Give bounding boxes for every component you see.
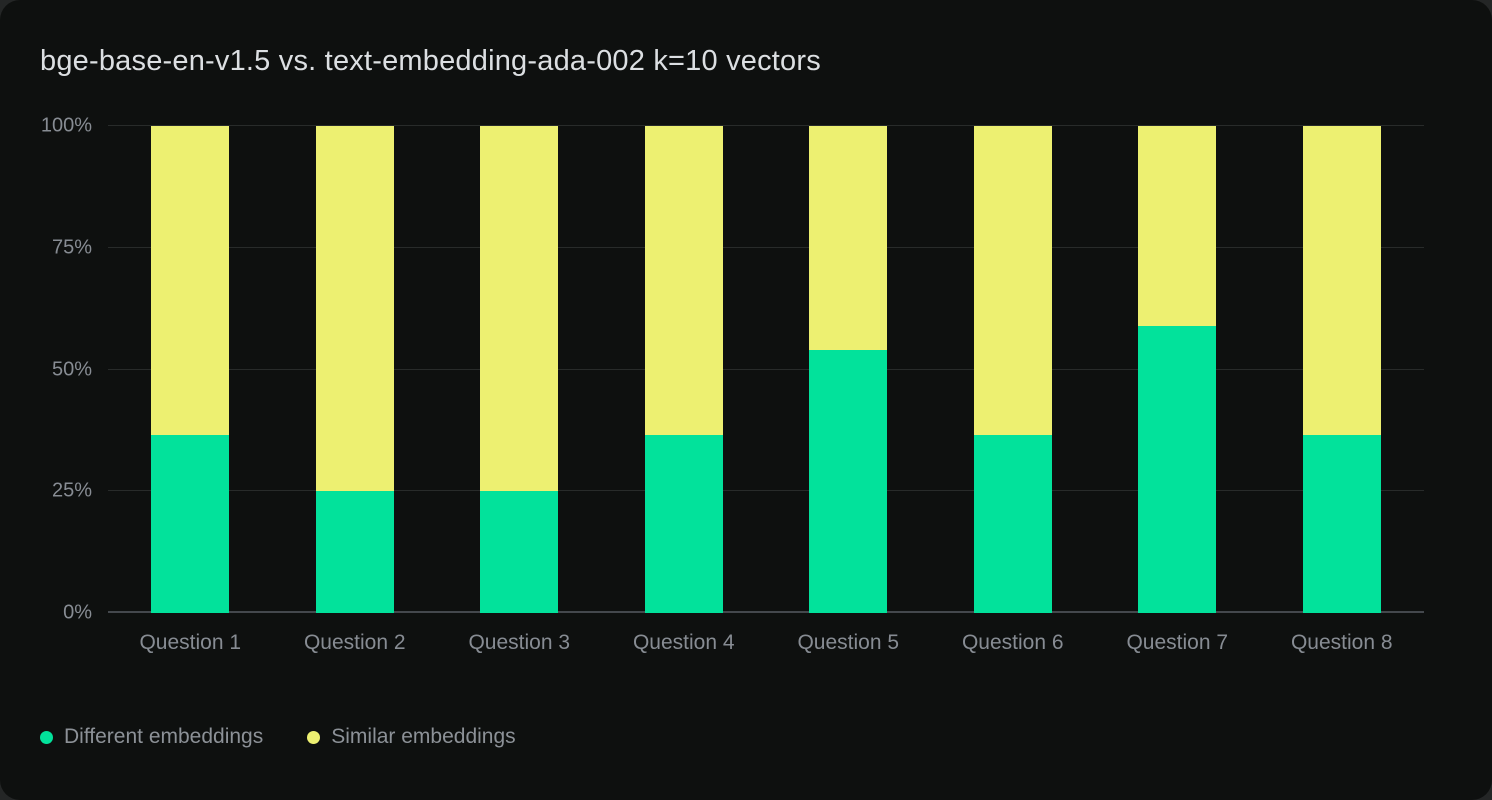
gridline — [108, 490, 1424, 492]
bar-group — [1095, 126, 1260, 613]
bar-segment-different-embeddings[interactable] — [480, 491, 559, 613]
bar-segment-similar-embeddings[interactable] — [1138, 126, 1217, 326]
bar-segment-different-embeddings[interactable] — [151, 434, 230, 613]
legend-label: Different embeddings — [64, 725, 264, 748]
bar-segment-similar-embeddings[interactable] — [973, 126, 1052, 435]
bar-segment-different-embeddings[interactable] — [315, 491, 394, 613]
bar-group — [108, 126, 273, 613]
stacked-bar[interactable] — [151, 126, 230, 613]
gridline — [108, 125, 1424, 126]
x-axis-label: Question 2 — [303, 631, 406, 654]
x-axis-label: Question 3 — [468, 631, 571, 654]
stacked-bar-chart: 0% 25% 50% 75% 100% Question 1 Question 2 Ques… — [24, 115, 1424, 655]
x-axis-label: Question 6 — [961, 631, 1064, 654]
legend-color-dot-icon — [307, 730, 321, 744]
bar-segment-different-embeddings[interactable] — [644, 434, 723, 613]
bar-segment-different-embeddings[interactable] — [809, 350, 888, 613]
stacked-bar[interactable] — [1138, 126, 1217, 613]
bar-group — [931, 126, 1096, 613]
x-axis-label: Question 4 — [632, 631, 735, 654]
bar-segment-similar-embeddings[interactable] — [151, 126, 230, 435]
bar-segment-different-embeddings[interactable] — [1302, 434, 1381, 613]
legend-label: Similar embeddings — [331, 725, 516, 748]
y-tick-label: 100% — [40, 114, 92, 137]
stacked-bar[interactable] — [809, 126, 888, 613]
bar-segment-similar-embeddings[interactable] — [644, 126, 723, 435]
x-axis-label: Question 1 — [139, 631, 242, 654]
stacked-bar[interactable] — [644, 126, 723, 613]
bar-segment-similar-embeddings[interactable] — [1302, 126, 1381, 435]
stacked-bar[interactable] — [973, 126, 1052, 613]
stacked-bar[interactable] — [480, 126, 559, 613]
x-axis-line — [108, 611, 1424, 613]
y-tick-label: 75% — [51, 236, 92, 259]
bar-group — [1260, 126, 1425, 613]
legend-color-dot-icon — [40, 730, 53, 744]
bar-group — [766, 126, 931, 613]
gridline — [108, 368, 1424, 370]
plot-area — [108, 125, 1424, 613]
bar-segment-different-embeddings[interactable] — [973, 434, 1052, 613]
legend-item[interactable]: Different embeddings — [40, 725, 263, 749]
gridline — [108, 246, 1424, 248]
x-axis: Question 1 Question 2 Question 3 Question 4… — [108, 631, 1424, 655]
x-axis-label: Question 5 — [797, 631, 900, 654]
y-tick-label: 25% — [51, 479, 92, 502]
bar-segment-different-embeddings[interactable] — [1138, 325, 1217, 613]
y-tick-label: 0% — [63, 601, 92, 624]
bar-segment-similar-embeddings[interactable] — [315, 126, 394, 492]
bar-group — [273, 126, 438, 613]
bar-group — [437, 126, 602, 613]
chart-title: bge-base-en-v1.5 vs. text-embedding-ada-… — [40, 45, 821, 77]
y-tick-label: 50% — [51, 358, 92, 380]
stacked-bar[interactable] — [315, 126, 394, 613]
stacked-bar[interactable] — [1302, 126, 1381, 613]
bar-segment-similar-embeddings[interactable] — [809, 126, 888, 351]
bar-segment-similar-embeddings[interactable] — [480, 126, 559, 492]
y-axis: 0% 25% 50% 75% 100% — [24, 115, 92, 624]
bar-group — [602, 126, 767, 613]
legend-item[interactable]: Similar embeddings — [307, 725, 516, 749]
bars-container — [108, 126, 1424, 613]
x-axis-label: Question 8 — [1290, 631, 1393, 654]
x-axis-label: Question 7 — [1126, 631, 1229, 654]
chart-legend: Different embeddings Similar embeddings — [40, 725, 1492, 749]
